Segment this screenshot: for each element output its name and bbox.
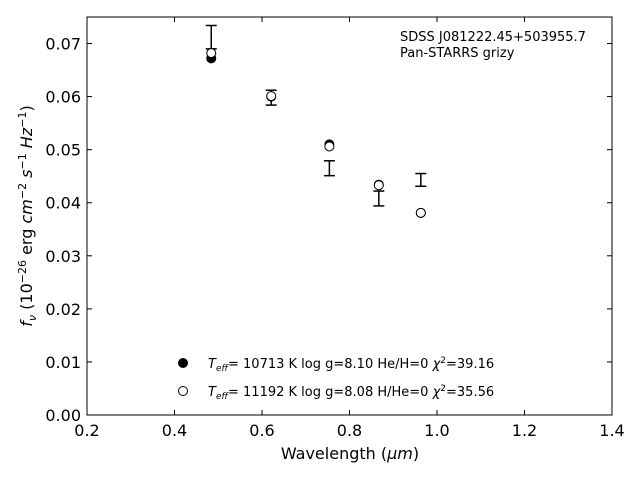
y-tick-label: 0.07 [45,35,81,54]
model-point-open [415,207,426,218]
x-tick-label: 1.2 [512,421,537,440]
y-tick-label: 0.04 [45,194,81,213]
x-tick-label: 0.4 [162,421,187,440]
x-axis-label: Wavelength (μm) [281,444,419,463]
model-markers [206,48,426,218]
x-tick-label: 0.2 [74,421,99,440]
annotation-line-2: Pan-STARRS grizy [400,46,515,61]
y-tick-label: 0.00 [45,406,81,425]
y-tick-label: 0.06 [45,88,81,107]
model-point-open [206,48,217,59]
model-point-open [324,141,335,152]
y-axis-label: fν (10−26 erg cm−2 s−1 Hz−1) [16,105,39,326]
legend-label-1: Teff= 10713 K log g=8.10 He/H=0 χ2=39.16 [208,356,494,374]
legend-label-2: Teff= 11192 K log g=8.08 H/He=0 χ2=35.56 [208,384,494,402]
y-tick-label: 0.05 [45,141,81,160]
error-bar [415,172,427,188]
x-tick-label: 0.6 [249,421,274,440]
error-bar [323,160,335,177]
x-axis-ticks: 0.2 0.4 0.6 0.8 1.0 1.2 1.4 [74,17,625,440]
plot-area [86,16,613,416]
x-tick-label: 1.4 [599,421,624,440]
y-tick-label: 0.01 [45,353,81,372]
x-tick-label: 1.0 [424,421,449,440]
model-point-open [373,180,384,191]
legend: Teff= 10713 K log g=8.10 He/H=0 χ2=39.16… [178,356,494,402]
model-point-open [266,91,277,102]
legend-marker-filled [178,358,188,368]
error-bar [373,190,385,207]
observed-error-bars [205,24,427,207]
legend-marker-open [178,386,188,396]
y-axis-ticks: 0.00 0.01 0.02 0.03 0.04 0.05 0.06 0.07 [45,35,612,425]
y-tick-label: 0.02 [45,300,81,319]
y-tick-label: 0.03 [45,247,81,266]
annotation-line-1: SDSS J081222.45+503955.7 [400,30,586,45]
x-tick-label: 0.8 [337,421,362,440]
